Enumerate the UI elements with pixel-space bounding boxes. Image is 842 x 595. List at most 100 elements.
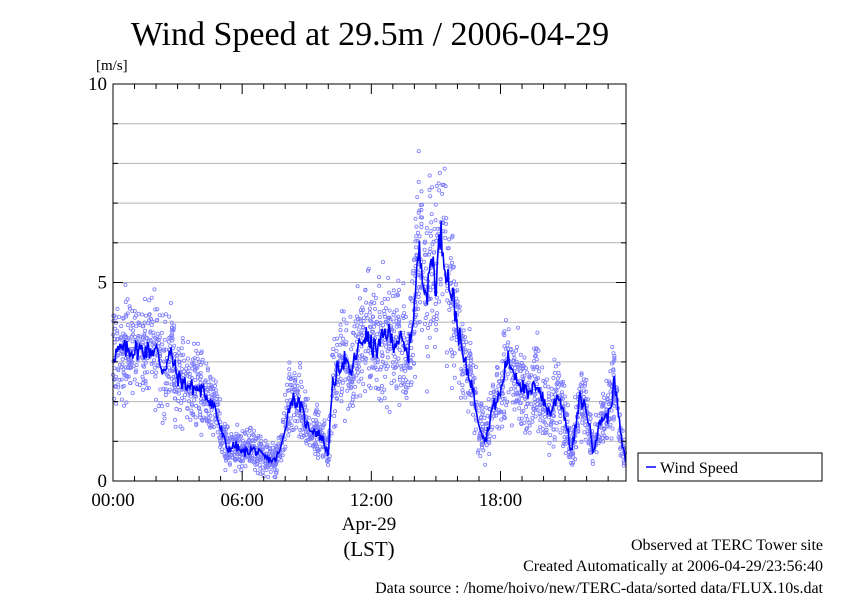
observation-point xyxy=(414,245,419,250)
observation-point xyxy=(556,361,561,366)
observation-point xyxy=(260,445,265,450)
observation-point xyxy=(476,448,481,453)
observation-point xyxy=(501,409,506,414)
observation-point xyxy=(148,316,153,321)
observation-point xyxy=(284,382,289,387)
observation-point xyxy=(307,433,312,438)
observation-point xyxy=(509,386,514,391)
observation-point xyxy=(444,216,449,221)
observation-point xyxy=(473,364,478,369)
observation-point xyxy=(258,434,263,439)
observation-point xyxy=(429,272,434,277)
observation-point xyxy=(209,408,214,413)
observation-point xyxy=(179,366,184,371)
observation-point xyxy=(365,316,370,321)
observation-points xyxy=(111,149,628,480)
observation-point xyxy=(316,410,321,415)
observation-point xyxy=(222,421,227,426)
observation-point xyxy=(172,385,177,390)
observation-point xyxy=(174,406,179,411)
observation-point xyxy=(514,348,519,353)
observation-point xyxy=(185,370,190,375)
observation-point xyxy=(354,367,359,372)
observation-point xyxy=(317,444,322,449)
observation-point xyxy=(417,208,422,213)
observation-point xyxy=(140,335,145,340)
observation-point xyxy=(311,421,316,426)
observation-point xyxy=(211,388,216,393)
observation-point xyxy=(121,316,126,321)
observation-point xyxy=(367,306,372,311)
observation-point xyxy=(298,360,303,365)
observation-point xyxy=(218,438,223,443)
observation-point xyxy=(218,444,223,449)
observation-point xyxy=(140,337,145,342)
observation-point xyxy=(607,382,612,387)
observation-point xyxy=(386,275,391,280)
observation-point xyxy=(113,384,118,389)
observation-point xyxy=(153,397,158,402)
legend-box xyxy=(637,452,823,482)
observation-point xyxy=(293,384,298,389)
observation-point xyxy=(194,422,199,427)
observation-point xyxy=(540,365,545,370)
observation-point xyxy=(227,435,232,440)
observation-point xyxy=(541,410,546,415)
observation-point xyxy=(621,463,626,468)
observation-point xyxy=(377,283,382,288)
observation-point xyxy=(604,424,609,429)
observation-point xyxy=(582,430,587,435)
observation-point xyxy=(444,288,449,293)
observation-point xyxy=(580,420,585,425)
observation-point xyxy=(432,226,437,231)
observation-point xyxy=(404,340,409,345)
observation-point xyxy=(388,317,393,322)
observation-point xyxy=(382,396,387,401)
observation-point xyxy=(128,358,133,363)
observation-point xyxy=(506,390,511,395)
observation-point xyxy=(148,329,153,334)
observation-point xyxy=(576,426,581,431)
observation-point xyxy=(486,437,491,442)
observation-point xyxy=(415,320,420,325)
observation-point xyxy=(584,397,589,402)
observation-point xyxy=(428,296,433,301)
observation-point xyxy=(123,282,128,287)
observation-point xyxy=(125,374,130,379)
chart-title: Wind Speed at 29.5m / 2006-04-29 xyxy=(131,16,609,53)
observation-point xyxy=(368,385,373,390)
observation-point xyxy=(173,417,178,422)
observation-point xyxy=(137,321,142,326)
observation-point xyxy=(407,323,412,328)
observation-point xyxy=(295,388,300,393)
observation-point xyxy=(391,319,396,324)
observation-point xyxy=(601,403,606,408)
observation-point xyxy=(162,359,167,364)
observation-point xyxy=(224,426,229,431)
observation-point xyxy=(479,401,484,406)
observation-point xyxy=(161,386,166,391)
observation-point xyxy=(119,324,124,329)
observation-point xyxy=(506,340,511,345)
observation-point xyxy=(522,355,527,360)
observation-point xyxy=(264,445,269,450)
observation-point xyxy=(477,408,482,413)
observation-point xyxy=(505,372,510,377)
observation-point xyxy=(283,392,288,397)
observation-point xyxy=(519,393,524,398)
observation-point xyxy=(492,434,497,439)
observation-point xyxy=(430,185,435,190)
observation-point xyxy=(478,419,483,424)
observation-point xyxy=(618,446,623,451)
observation-point xyxy=(551,375,556,380)
observation-point xyxy=(440,191,445,196)
observation-point xyxy=(155,362,160,367)
observation-point xyxy=(367,310,372,315)
observation-point xyxy=(160,313,165,318)
observation-point xyxy=(505,399,510,404)
observation-point xyxy=(212,394,217,399)
observation-point xyxy=(504,376,509,381)
observation-point xyxy=(350,330,355,335)
observation-point xyxy=(619,451,624,456)
